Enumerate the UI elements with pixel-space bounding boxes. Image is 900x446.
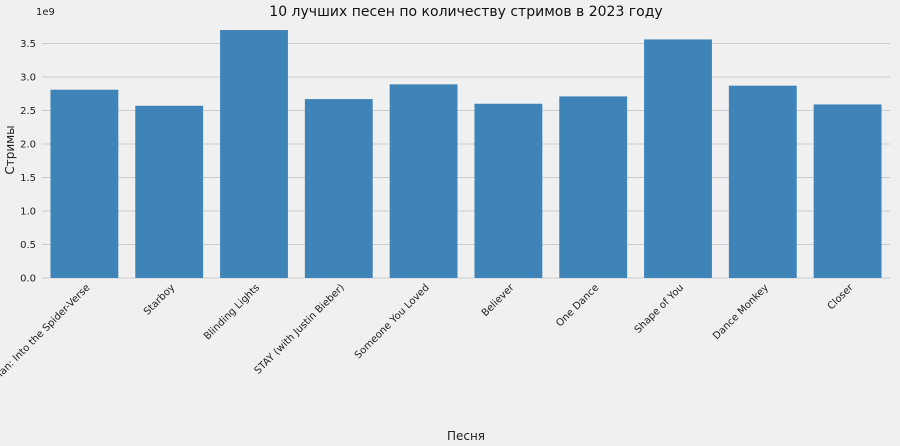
bar: [644, 39, 712, 279]
bar: [559, 96, 628, 278]
bar: [50, 89, 119, 278]
x-tick-label: One Dance: [554, 282, 601, 329]
bar: [220, 30, 288, 279]
bar: [304, 99, 373, 279]
x-tick-label: Shape of You: [633, 282, 686, 335]
x-tick-label: Starboy: [142, 282, 177, 317]
bar: [389, 84, 458, 279]
y-tick-label: 1.0: [20, 206, 36, 217]
x-tick-label: Someone You Loved: [353, 282, 432, 361]
y-axis-ticks: 0.0 0.5 1.0 1.5 2.0 2.5 3.0 3.5: [20, 39, 36, 285]
x-axis-ticks: Sunflower - Spider-Man: Into the Spider-…: [0, 282, 856, 446]
x-tick-label: Blinding Lights: [202, 282, 262, 342]
x-tick-label: Believer: [480, 282, 517, 319]
y-tick-label: 1.5: [20, 173, 36, 184]
bar: [474, 103, 543, 278]
bar: [728, 85, 797, 278]
y-tick-label: 0.0: [20, 274, 36, 285]
bars: [50, 30, 882, 279]
x-tick-label: Dance Monkey: [711, 282, 771, 342]
y-tick-label: 3.0: [20, 72, 36, 83]
bar: [135, 105, 204, 278]
x-tick-label: Sunflower - Spider-Man: Into the Spider-…: [0, 282, 93, 446]
y-tick-label: 2.0: [20, 139, 36, 150]
chart-title: 10 лучших песен по количеству стримов в …: [269, 4, 662, 20]
y-multiplier-label: 1e9: [36, 7, 55, 18]
x-axis-label: Песня: [447, 429, 485, 443]
bar: [813, 104, 882, 278]
y-axis-label: Стримы: [3, 125, 17, 174]
y-tick-label: 2.5: [20, 106, 36, 117]
x-tick-label: Closer: [826, 282, 857, 313]
x-tick-label: STAY (with Justin Bieber): [253, 282, 347, 376]
y-tick-label: 3.5: [20, 39, 36, 50]
y-tick-label: 0.5: [20, 240, 36, 251]
